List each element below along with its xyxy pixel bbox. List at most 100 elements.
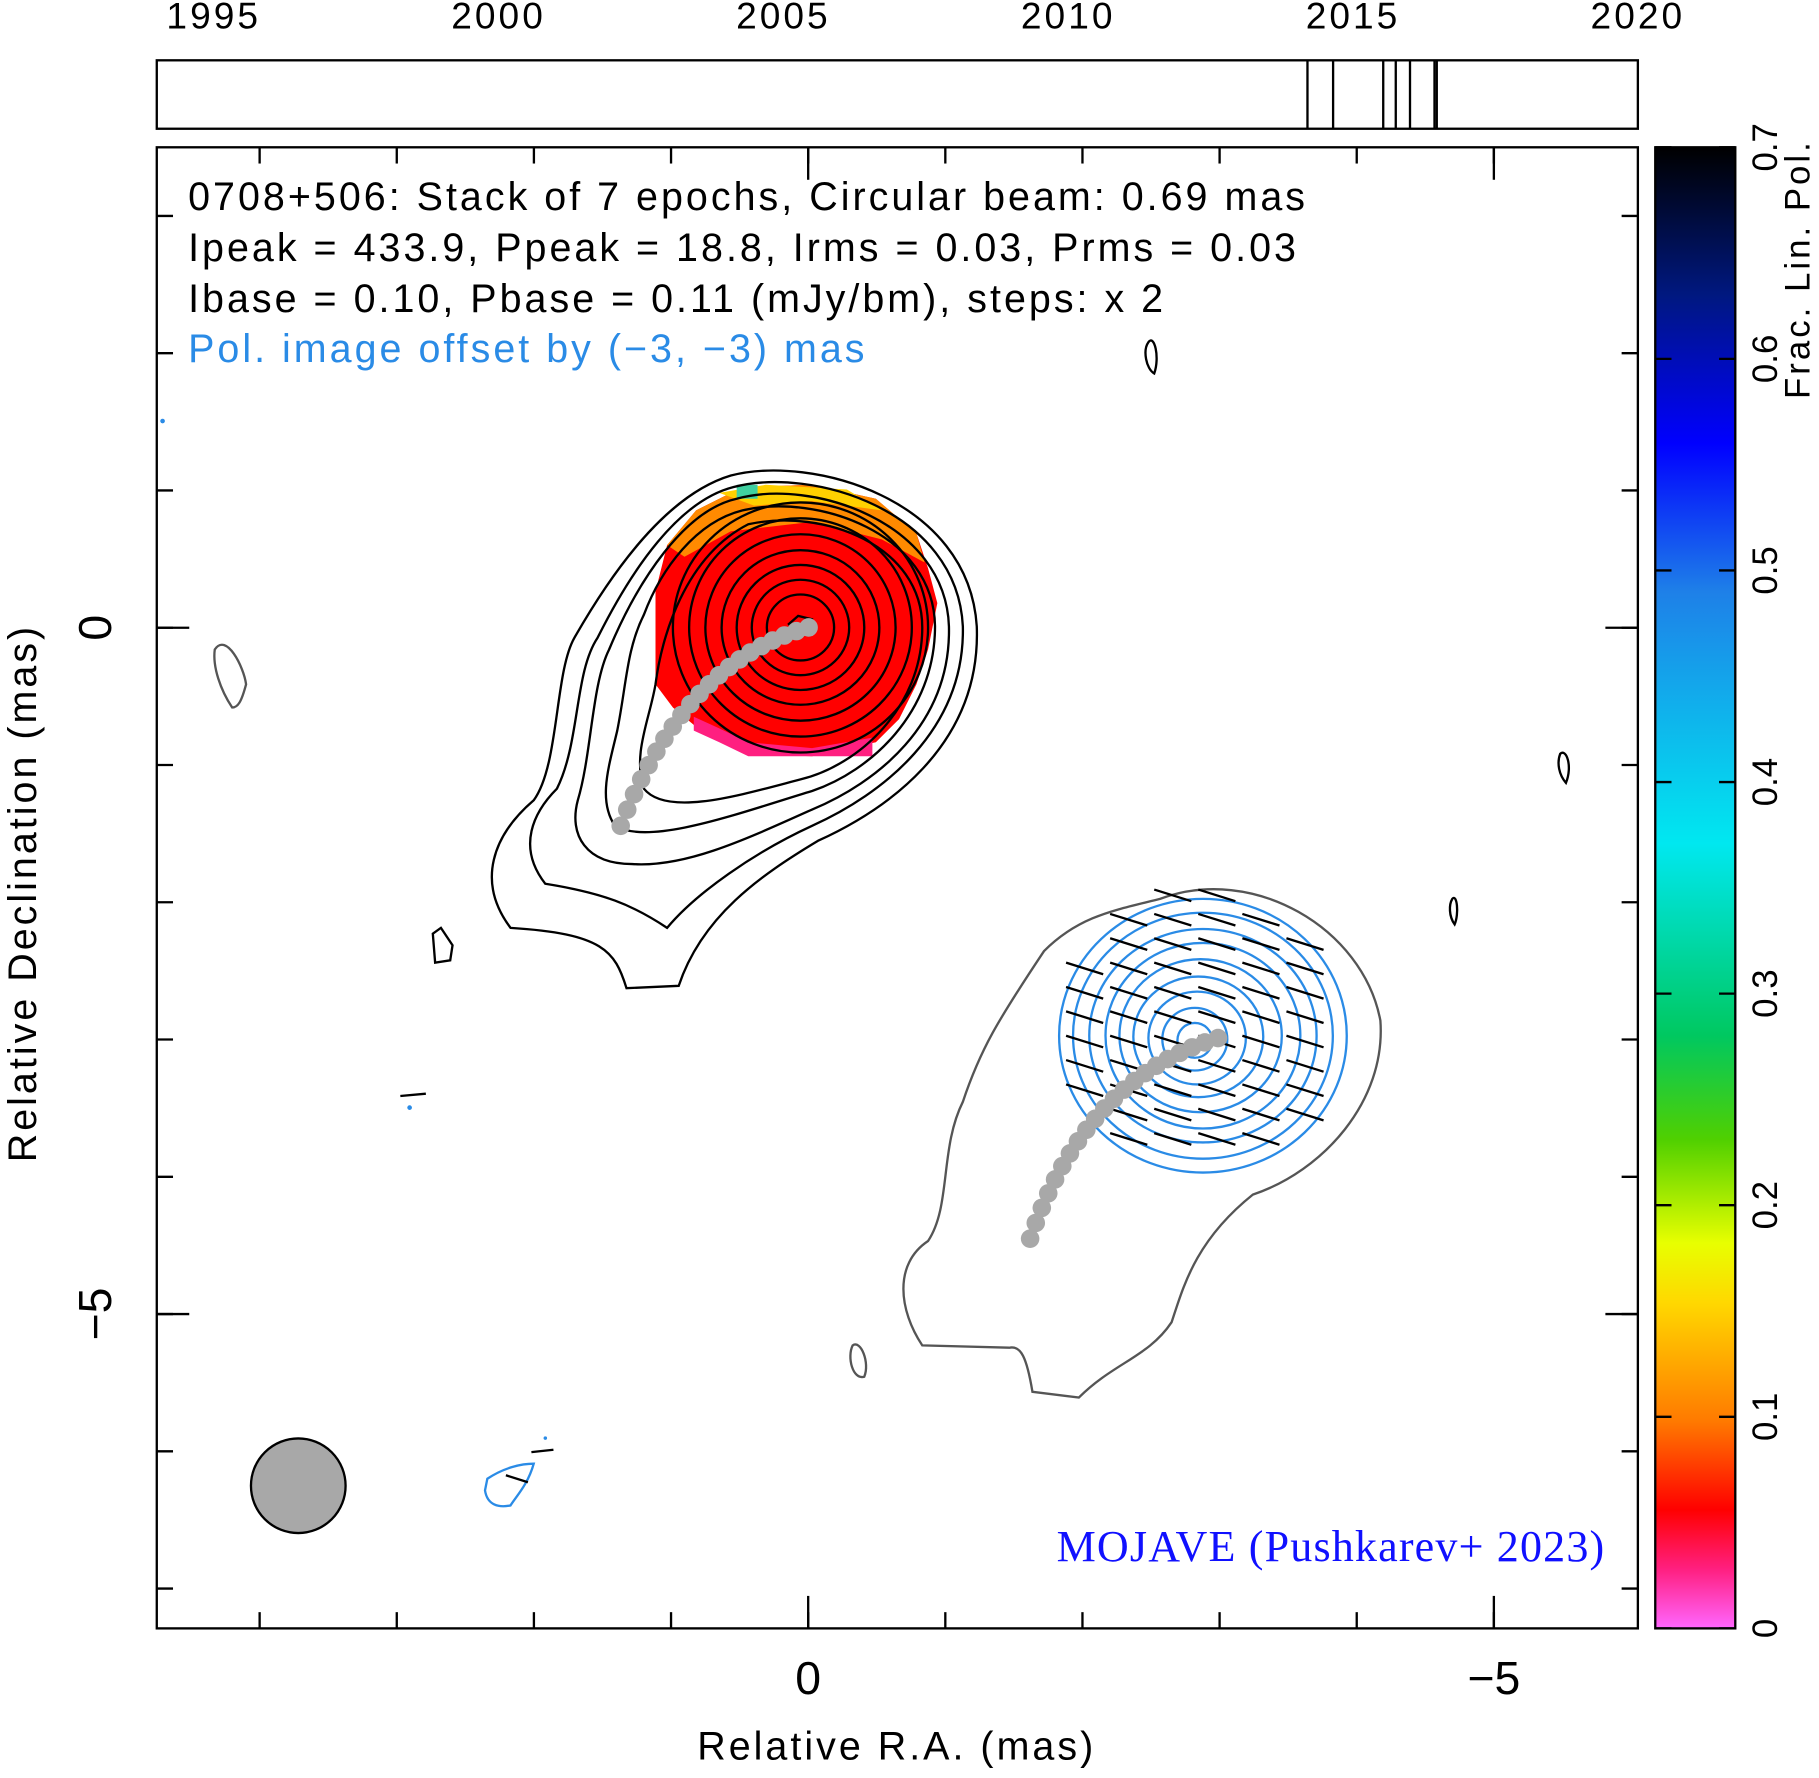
- contour: [528, 480, 965, 930]
- timeline-tick-label: 1995: [166, 0, 261, 36]
- contour: [1057, 897, 1348, 1174]
- evpa-tick: [1109, 985, 1148, 1000]
- contour: [750, 578, 851, 677]
- evpa-tick: [1242, 912, 1280, 927]
- evpa-tick: [1153, 1010, 1192, 1025]
- evpa-tick: [1153, 1107, 1192, 1122]
- contour: [1104, 941, 1302, 1130]
- y-tick-label: 0: [69, 615, 121, 641]
- contour: [543, 1436, 548, 1440]
- evpa-tick: [1153, 985, 1192, 1000]
- evpa-tick: [1286, 1058, 1324, 1073]
- contour-group: [1057, 897, 1348, 1174]
- x-tick-label: −5: [1467, 1652, 1520, 1704]
- colorbar-tick-label: 0.3: [1747, 969, 1785, 1017]
- annotation: MOJAVE (Pushkarev+ 2023): [1057, 1522, 1606, 1571]
- evpa-tick: [1197, 1058, 1236, 1073]
- evpa-tick: [1242, 937, 1280, 951]
- ridge-point: [1020, 1229, 1040, 1248]
- contour: [213, 643, 248, 709]
- contour: [574, 492, 951, 866]
- evpa-tick: [1197, 961, 1236, 976]
- ridge-point: [631, 770, 651, 789]
- ridge-point: [639, 755, 658, 775]
- evpa-tick: [1242, 1107, 1280, 1122]
- evpa-tick: [1109, 1107, 1148, 1122]
- evpa-tick: [1242, 1083, 1280, 1098]
- evpa-tick: [1286, 1083, 1324, 1098]
- evpa-tick: [1065, 985, 1104, 1000]
- evpa-tick: [1197, 937, 1236, 951]
- evpa-tick: [1109, 961, 1148, 976]
- ridge-point: [1045, 1170, 1065, 1189]
- x-tick-label: 0: [795, 1652, 821, 1704]
- evpa-tick: [1109, 1132, 1148, 1146]
- evpa-tick: [1242, 1132, 1280, 1146]
- contour: [1088, 927, 1318, 1144]
- evpa-tick: [1242, 985, 1280, 1000]
- ridge-point: [1032, 1198, 1052, 1218]
- evpa-tick: [505, 1474, 529, 1484]
- contour-image: [160, 339, 1570, 1508]
- evpa-tick: [1242, 961, 1280, 976]
- contour: [849, 1343, 868, 1378]
- evpa-tick: [1065, 961, 1104, 976]
- pol-fraction-map: [655, 484, 938, 757]
- contour: [1118, 958, 1283, 1114]
- contour: [638, 519, 924, 804]
- evpa-tick: [1242, 1058, 1280, 1073]
- ridge-point: [1038, 1184, 1058, 1203]
- timeline-tick-label: 2000: [451, 0, 546, 36]
- colorbar-tick-label: 0.7: [1747, 123, 1785, 171]
- colorbar-tick-label: 0.1: [1747, 1393, 1785, 1441]
- evpa-tick: [1065, 1083, 1104, 1098]
- y-tick-label: −5: [69, 1288, 121, 1341]
- subtitle: Ipeak = 433.9, Ppeak = 18.8, Irms = 0.03…: [188, 226, 1299, 270]
- ridge-point: [611, 816, 630, 836]
- contour: [1132, 975, 1265, 1099]
- evpa-tick: [1197, 1083, 1236, 1098]
- evpa-tick: [1109, 1010, 1148, 1025]
- pol-fraction-map: [693, 716, 873, 757]
- contour: [1448, 896, 1459, 927]
- evpa-tick: [1197, 985, 1236, 1000]
- contour: [704, 533, 897, 722]
- evpa-tick: [1242, 1010, 1280, 1025]
- contour: [687, 517, 913, 738]
- contour: [1147, 990, 1248, 1086]
- axes: 0 −5 0 −5 1995 2000 2005 2010 2015 2020 0 0.1 0.2 0.3…: [69, 0, 1785, 1704]
- evpa-tick: [1242, 1034, 1280, 1049]
- evpa-tick: [1109, 912, 1148, 927]
- contour: [490, 469, 978, 990]
- contour: [1071, 911, 1334, 1160]
- colorbar-tick-label: 0: [1747, 1619, 1785, 1638]
- evpa-tick: [1197, 1010, 1236, 1025]
- evpa-tick: [1197, 1132, 1236, 1146]
- evpa-tick: [1197, 888, 1236, 903]
- contour: [160, 418, 165, 424]
- ridge-point: [617, 800, 637, 819]
- evpa-tick: [1286, 985, 1324, 1000]
- evpa-tick: [1109, 937, 1148, 951]
- contour: [765, 593, 836, 662]
- colorbar-label: Frac. Lin. Pol.: [1779, 139, 1817, 399]
- evpa-tick: [1153, 888, 1192, 903]
- beam: [249, 1437, 347, 1535]
- contour: [735, 563, 866, 692]
- colorbar: [1655, 147, 1736, 1629]
- contour: [720, 549, 881, 706]
- contour: [671, 501, 930, 754]
- contour: [483, 1462, 536, 1508]
- colorbar-tick-label: 0.4: [1747, 758, 1785, 806]
- evpa-tick: [1286, 961, 1324, 976]
- timeline-tick-label: 2020: [1591, 0, 1686, 36]
- contour: [431, 926, 454, 964]
- colorbar-frame: [1654, 146, 1737, 1630]
- evpa-tick: [1065, 1034, 1104, 1049]
- evpa-tick: [1065, 1010, 1104, 1025]
- evpa-tick: [1197, 1107, 1236, 1122]
- evpa-tick: [1286, 1107, 1324, 1122]
- evpa-tick: [1153, 961, 1192, 976]
- y-axis-label: Relative Declination (mas): [1, 624, 45, 1162]
